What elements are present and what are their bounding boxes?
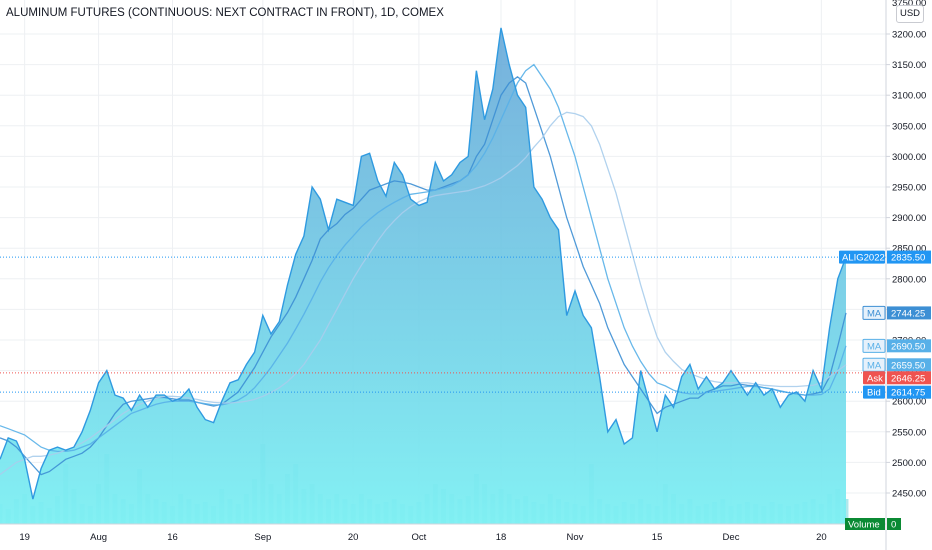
price-label-value-box: [887, 385, 931, 399]
y-tick-label: 2550.00: [892, 427, 926, 438]
y-tick-label: 2450.00: [892, 489, 926, 500]
volume-label-value-box: [887, 518, 901, 530]
y-tick-label: 2500.00: [892, 458, 926, 469]
price-label-name-box: [862, 305, 886, 320]
price-label-value-box: [887, 371, 931, 385]
price-label-value-box: [887, 339, 931, 353]
x-tick-label: Nov: [566, 532, 583, 543]
x-tick-label: 19: [19, 532, 30, 543]
price-label-ma_fast: MA 2744.25: [862, 305, 931, 320]
currency-badge[interactable]: USD: [896, 5, 924, 23]
price-label-value: 2659.50: [891, 360, 925, 371]
moving-average-line: [0, 63, 847, 453]
price-label-value: 2690.50: [891, 341, 925, 352]
y-tick-label: 3150.00: [892, 60, 926, 71]
price-label-value-box: [887, 358, 931, 372]
price-label-ask: Ask 2646.25: [863, 371, 931, 385]
y-tick-label: 3100.00: [892, 91, 926, 102]
price-label-name-box: [863, 371, 885, 385]
y-tick-label: 2900.00: [892, 213, 926, 224]
price-label-value-box: [887, 250, 931, 264]
x-tick-label: Dec: [723, 532, 740, 543]
y-tick-label: 3000.00: [892, 152, 926, 163]
chart-title: ALUMINUM FUTURES (CONTINUOUS: NEXT CONTR…: [6, 7, 444, 19]
price-label-name: Bid: [867, 388, 881, 399]
y-tick-label: 3050.00: [892, 121, 926, 132]
price-label-name: MA: [867, 308, 882, 319]
x-tick-label: 16: [167, 532, 178, 543]
price-label-ma_slow: MA 2659.50: [862, 357, 931, 372]
y-tick-label: 2600.00: [892, 397, 926, 408]
x-tick-label: Oct: [412, 532, 427, 543]
y-tick-label-top: 3750.00: [892, 0, 926, 9]
price-label-name: MA: [867, 360, 882, 371]
volume-label-name: Volume: [848, 520, 880, 531]
y-tick-label: 2800.00: [892, 274, 926, 285]
x-tick-label: Aug: [90, 532, 107, 543]
volume-label-value: 0: [891, 520, 896, 531]
price-label-bid: Bid 2614.75: [863, 385, 931, 399]
x-tick-label: 20: [816, 532, 827, 543]
x-tick-label: Sep: [254, 532, 271, 543]
price-label-value: 2744.25: [891, 308, 925, 319]
price-label-value: 2614.75: [891, 388, 925, 399]
x-tick-label: 18: [496, 532, 507, 543]
price-label-name: MA: [867, 341, 882, 352]
price-label-price: ALIG2022 2835.50: [839, 250, 931, 264]
y-tick-label: 2850.00: [892, 244, 926, 255]
price-label-name-box: [863, 385, 885, 399]
price-label-name-box: [862, 338, 886, 353]
y-tick-label: 2950.00: [892, 183, 926, 194]
price-label-value: 2646.25: [891, 373, 925, 384]
volume-label-box: [845, 518, 885, 530]
price-area: [0, 27, 846, 525]
price-label-ma_mid: MA 2690.50: [862, 338, 931, 353]
price-label-value: 2835.50: [891, 253, 925, 264]
x-tick-label: 20: [348, 532, 359, 543]
price-label-name-box: [839, 250, 885, 264]
price-label-value-box: [887, 306, 931, 320]
price-label-name: ALIG2022: [842, 253, 885, 264]
x-tick-label: 15: [652, 532, 663, 543]
volume-label: Volume 0: [845, 518, 901, 531]
y-tick-label: 3200.00: [892, 30, 926, 41]
price-line: [0, 27, 847, 500]
price-label-name: Ask: [867, 373, 883, 384]
